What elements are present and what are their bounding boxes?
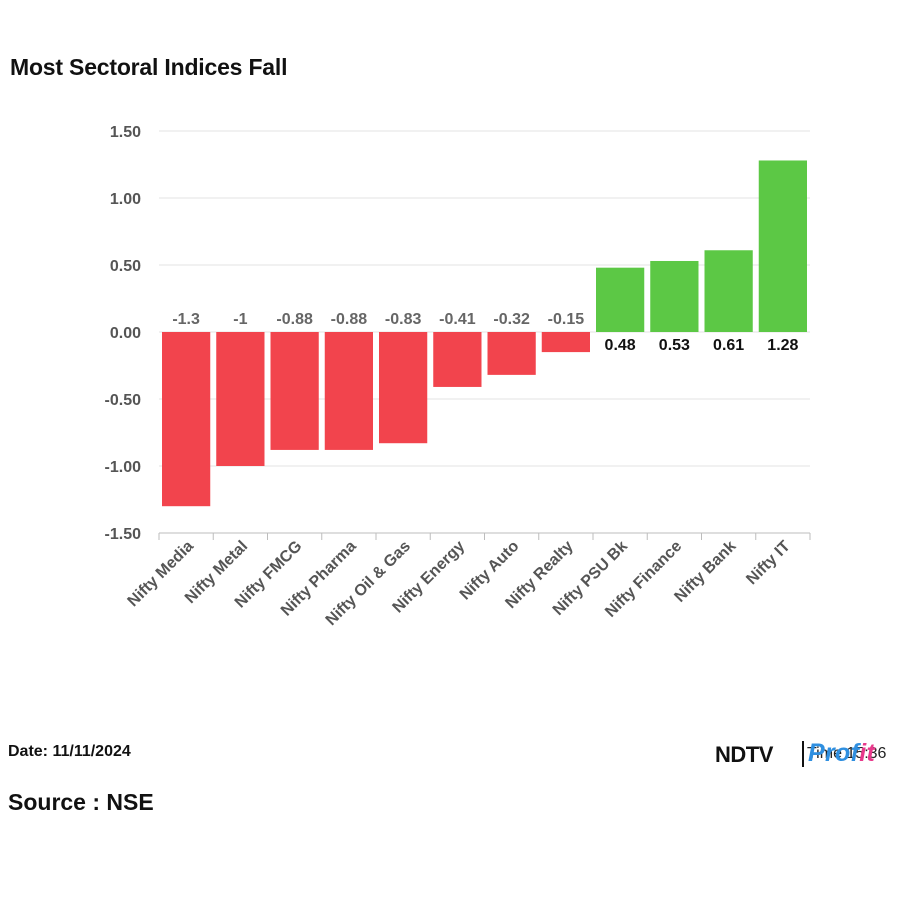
bar — [704, 250, 753, 332]
ndtv-profit-logo: NDTV Time 15:36 Profit — [715, 739, 895, 771]
y-tick-label: 0.00 — [110, 325, 141, 342]
bar — [379, 332, 428, 444]
logo-ndtv-text: NDTV — [715, 742, 773, 767]
bar — [596, 267, 645, 332]
bar — [650, 260, 699, 332]
date-label: Date: 11/11/2024 — [8, 743, 131, 760]
data-label: -0.41 — [439, 311, 476, 328]
logo-profit-text: Profit — [808, 739, 875, 768]
bar — [487, 332, 536, 375]
data-label: -1 — [233, 311, 247, 328]
data-label: 0.48 — [605, 337, 636, 354]
bar — [162, 332, 211, 507]
bar — [758, 160, 807, 332]
y-tick-label: -1.00 — [105, 459, 142, 476]
data-label: 1.28 — [767, 337, 798, 354]
data-label: -0.88 — [276, 311, 313, 328]
data-label: -0.83 — [385, 311, 422, 328]
logo-profit-main: Prof — [808, 739, 860, 767]
data-label: -0.32 — [493, 311, 530, 328]
bar — [216, 332, 265, 466]
y-tick-label: -0.50 — [105, 392, 142, 409]
y-tick-label: 0.50 — [110, 258, 141, 275]
logo-profit-accent: it — [859, 739, 876, 767]
bar — [324, 332, 373, 450]
source-label: Source : NSE — [8, 789, 154, 815]
y-tick-label: -1.50 — [105, 526, 142, 543]
chart-title: Most Sectoral Indices Fall — [10, 54, 288, 80]
bar-chart: 1.50 1.00 0.50 0.00 -0.50 -1.00 -1.50 -1.3 Nifty… — [105, 124, 811, 629]
y-tick-label: 1.00 — [110, 191, 141, 208]
bar — [270, 332, 319, 450]
data-label: -0.88 — [331, 311, 368, 328]
bar — [433, 332, 482, 387]
data-label: -1.3 — [172, 311, 200, 328]
data-label: -0.15 — [548, 311, 585, 328]
y-tick-label: 1.50 — [110, 124, 141, 141]
bar — [541, 332, 590, 353]
logo-time-text: Time 15:36 — [807, 745, 887, 762]
data-label: 0.53 — [659, 337, 690, 354]
x-category-label: Nifty IT — [743, 538, 794, 589]
logo-divider — [802, 741, 804, 767]
data-label: 0.61 — [713, 337, 744, 354]
